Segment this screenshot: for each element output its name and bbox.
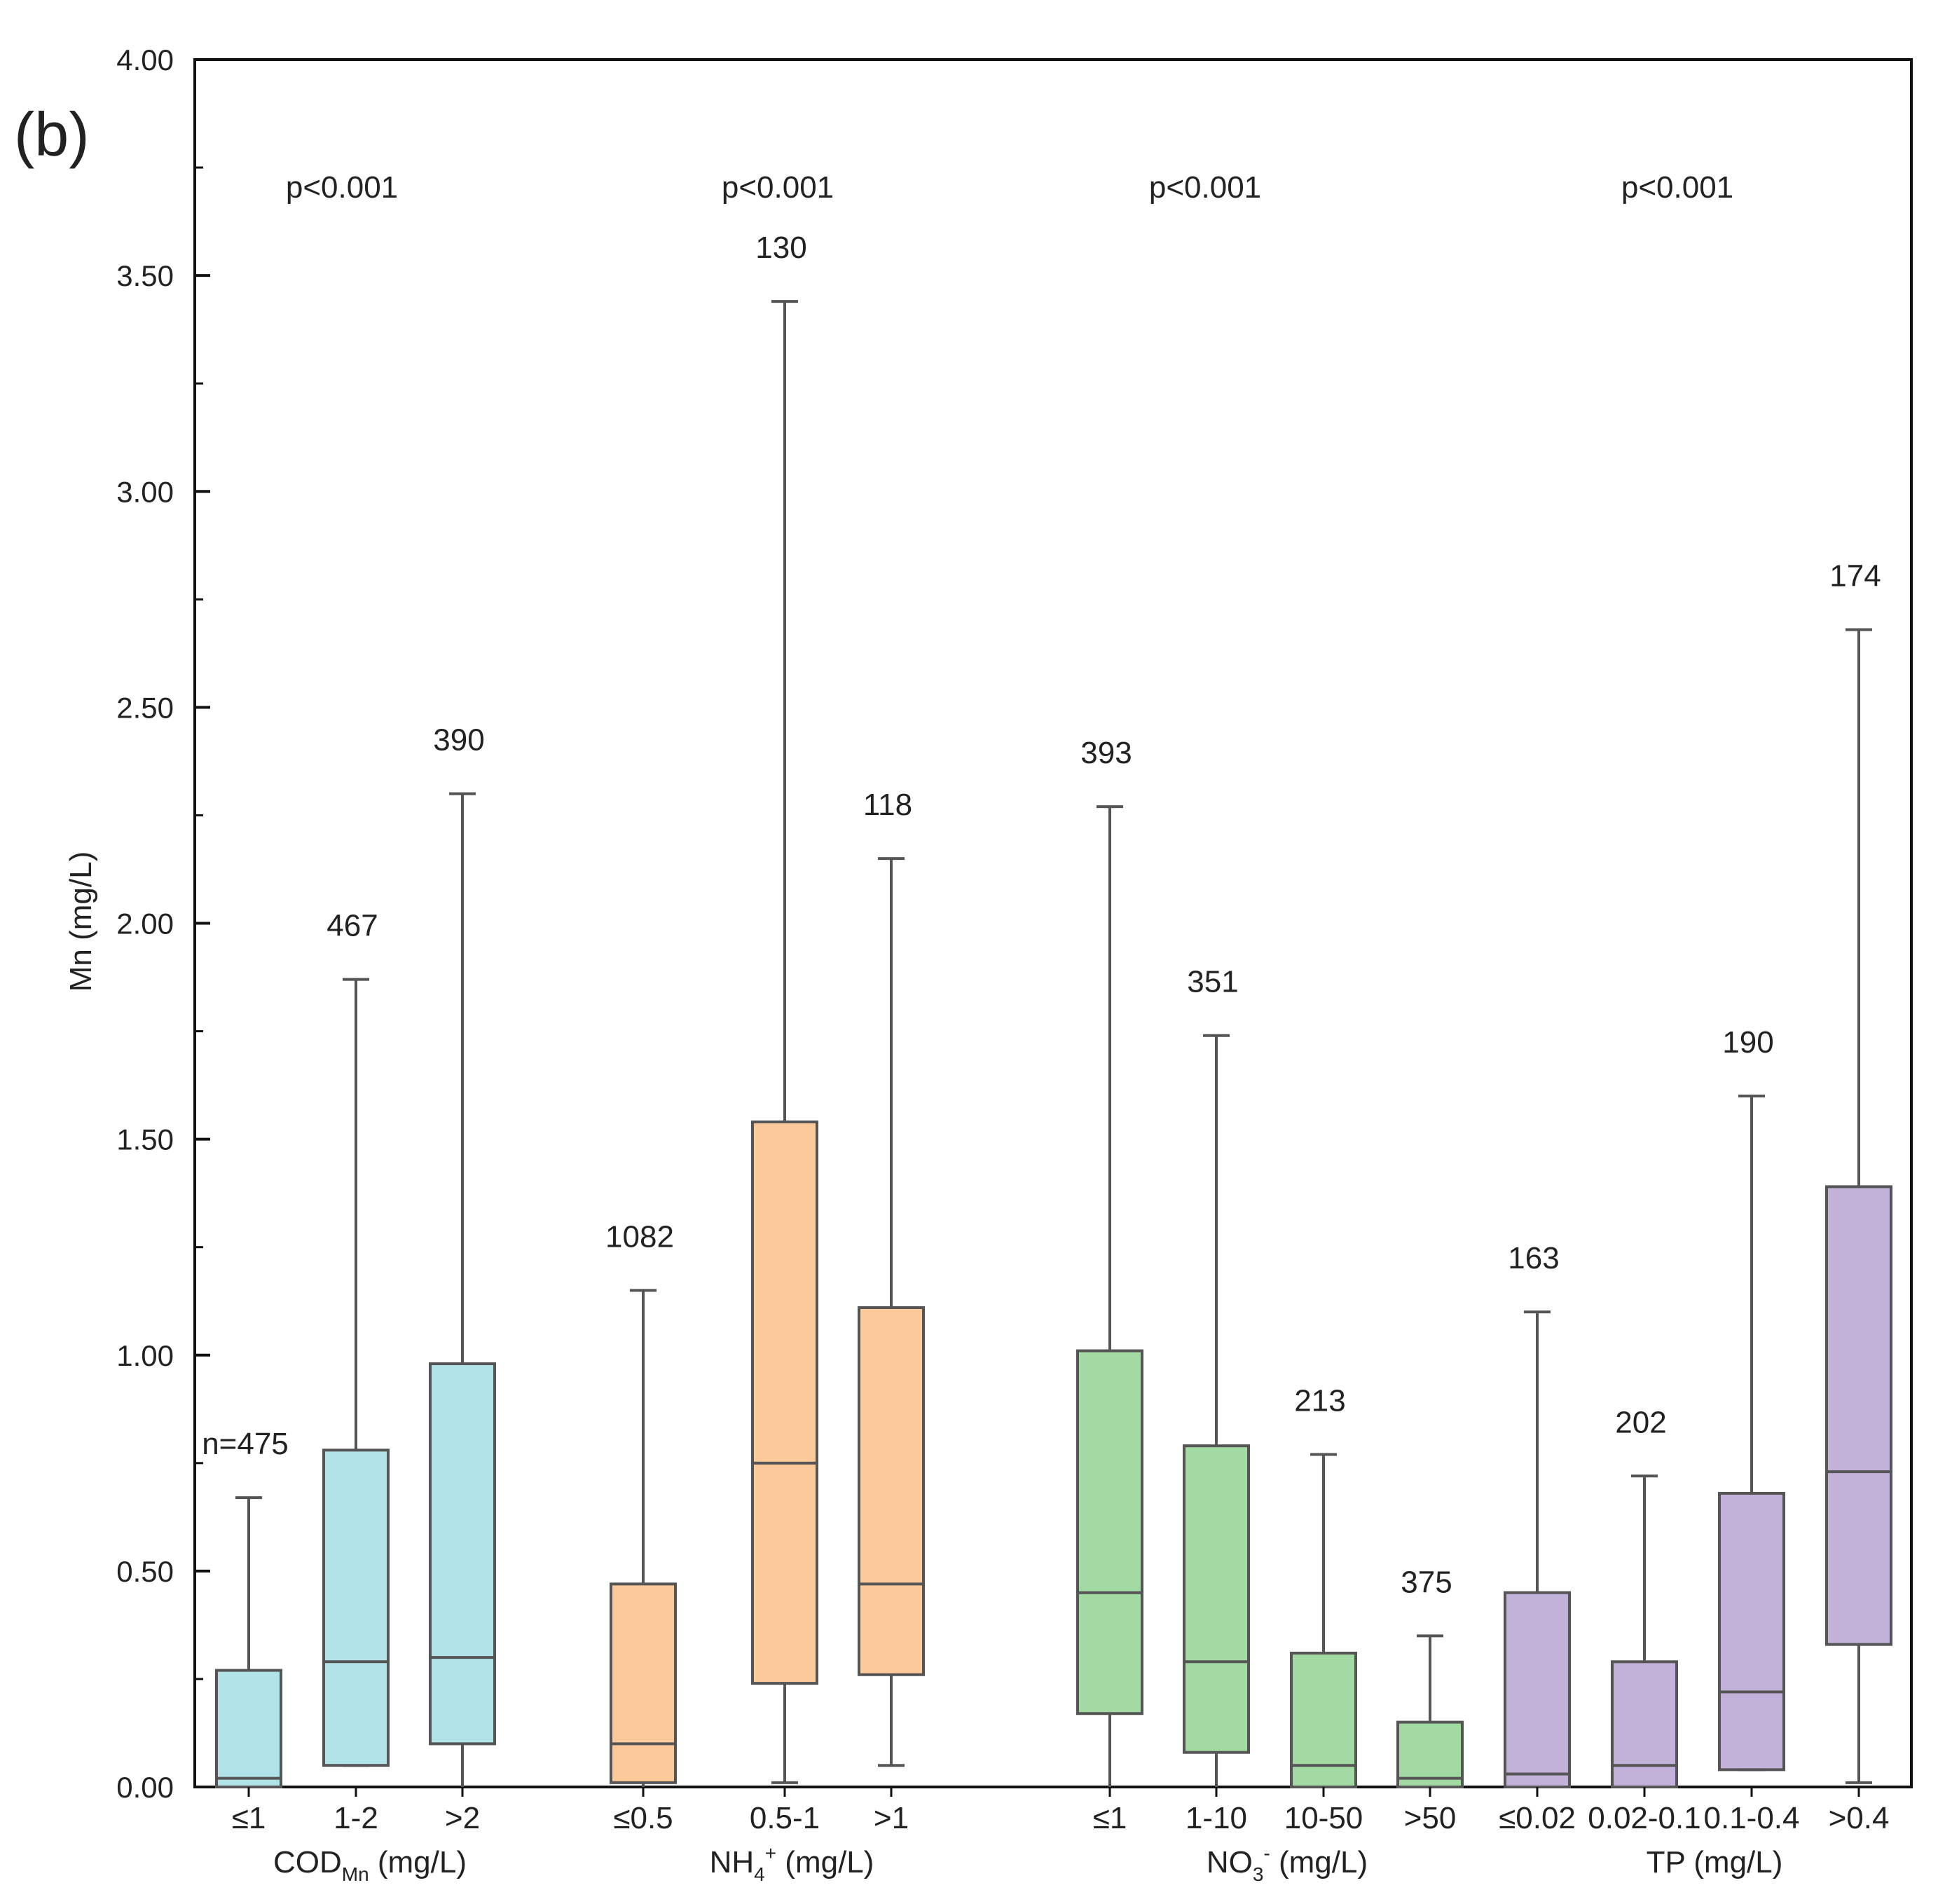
group-label-nh4: NH4+ (mg/L) <box>710 1842 874 1885</box>
group-label-cod: CODMn (mg/L) <box>273 1845 467 1885</box>
category-label: 10-50 <box>1284 1801 1363 1835</box>
box-body <box>1504 1591 1571 1788</box>
n-count-label: 213 <box>1294 1383 1345 1418</box>
y-axis-title: Mn (mg/L) <box>64 851 98 992</box>
p-value-label: p<0.001 <box>1621 170 1733 205</box>
box-cod-≤1: n=475 <box>202 1427 289 1789</box>
box-body <box>610 1582 677 1784</box>
box-nh4-0.5-1: 130 <box>751 231 818 1784</box>
n-count-label: 390 <box>433 723 484 758</box>
category-label: 1-10 <box>1186 1801 1247 1835</box>
y-tick-label: 1.50 <box>116 1123 174 1156</box>
y-tick-label: 4.00 <box>116 43 174 76</box>
y-tick-label: 2.50 <box>116 691 174 724</box>
n-count-label: 393 <box>1080 736 1132 770</box>
box-no3->50: 375 <box>1396 1565 1464 1788</box>
group-label-tp: TP (mg/L) <box>1647 1845 1783 1879</box>
p-value-label: p<0.001 <box>286 170 398 205</box>
box-plot-series: n=475 467 390 p<0.001 1082 130 118 p<0.001 393 35… <box>202 170 1892 1789</box>
box-nh4->1: 118 <box>858 788 925 1767</box>
box-body <box>1718 1491 1785 1772</box>
n-count-label: 202 <box>1615 1405 1666 1439</box>
category-label: ≤1 <box>1093 1801 1127 1835</box>
p-value-label: p<0.001 <box>1149 170 1261 205</box>
n-count-label: n=475 <box>202 1427 289 1461</box>
y-tick-label: 3.50 <box>116 259 174 292</box>
category-label: >2 <box>445 1801 480 1835</box>
n-count-label: 375 <box>1401 1565 1452 1599</box>
y-tick-label: 0.00 <box>116 1771 174 1804</box>
box-tp->0.4: 174 <box>1825 559 1892 1784</box>
box-body <box>215 1669 282 1789</box>
panel-label: (b) <box>14 100 90 169</box>
box-body <box>858 1306 925 1676</box>
box-body <box>1825 1185 1892 1646</box>
n-count-label: 174 <box>1829 559 1881 593</box>
y-tick-label: 2.00 <box>116 908 174 940</box>
box-body <box>429 1362 496 1746</box>
y-axis: 0.00 0.50 1.00 1.50 2.00 2.50 3.00 3.50 4.00 <box>116 43 210 1804</box>
box-body <box>1076 1349 1143 1715</box>
category-label: >0.4 <box>1829 1801 1890 1835</box>
n-count-label: 190 <box>1722 1025 1773 1060</box>
category-label: ≤1 <box>232 1801 266 1835</box>
category-label: >1 <box>874 1801 909 1835</box>
y-tick-label: 1.00 <box>116 1339 174 1372</box>
box-no3-1-10: 351 <box>1183 965 1250 1787</box>
n-count-label: 163 <box>1508 1241 1559 1275</box>
n-count-label: 351 <box>1187 965 1238 999</box>
box-body <box>1611 1660 1678 1789</box>
box-no3-≤1: 393 <box>1076 736 1143 1787</box>
n-count-label: 467 <box>327 909 378 943</box>
n-count-label: 130 <box>755 231 806 265</box>
box-body <box>322 1448 390 1767</box>
box-body <box>751 1120 818 1685</box>
box-no3-10-50: 213 <box>1290 1383 1357 1788</box>
box-cod->2: 390 <box>429 723 496 1787</box>
category-label: 1-2 <box>334 1801 378 1835</box>
y-tick-label: 0.50 <box>116 1555 174 1588</box>
box-tp-0.1-0.4: 190 <box>1718 1025 1785 1772</box>
box-cod-1-2: 467 <box>322 909 390 1767</box>
category-label: ≤0.5 <box>613 1801 673 1835</box>
y-tick-label: 3.00 <box>116 475 174 508</box>
box-body <box>1183 1444 1250 1754</box>
category-label: 0.1-0.4 <box>1704 1801 1800 1835</box>
category-label: >50 <box>1404 1801 1457 1835</box>
n-count-label: 1082 <box>605 1219 674 1254</box>
category-label: 0.5-1 <box>750 1801 820 1835</box>
group-label-no3: NO3- (mg/L) <box>1207 1842 1368 1885</box>
box-body <box>1290 1651 1357 1788</box>
box-nh4-≤0.5: 1082 <box>605 1219 677 1787</box>
box-tp-0.02-0.1: 202 <box>1611 1405 1678 1789</box>
p-value-label: p<0.001 <box>722 170 834 205</box>
box-tp-≤0.02: 163 <box>1504 1241 1571 1788</box>
category-label: ≤0.02 <box>1499 1801 1576 1835</box>
category-label: 0.02-0.1 <box>1588 1801 1700 1835</box>
n-count-label: 118 <box>863 788 912 822</box>
